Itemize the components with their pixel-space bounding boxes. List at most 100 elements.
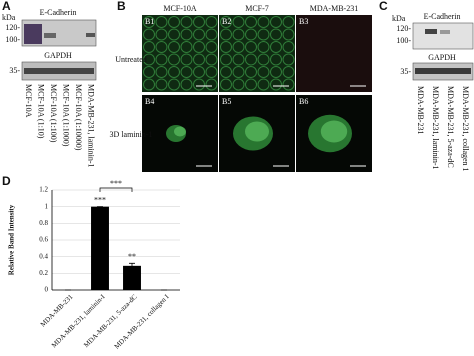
cell bbox=[270, 66, 282, 78]
blot-label: GAPDH bbox=[44, 51, 72, 60]
x-tick-label: MDA-MB-231, 5-aza-dC bbox=[82, 293, 138, 349]
spheroid bbox=[245, 121, 269, 142]
cell bbox=[155, 78, 168, 91]
spheroid bbox=[320, 120, 348, 143]
unit: kDa bbox=[392, 14, 406, 23]
y-tick-label: 0 bbox=[45, 286, 49, 294]
panel-label: A bbox=[2, 0, 11, 13]
blot-label: GAPDH bbox=[428, 53, 456, 62]
cell bbox=[270, 53, 282, 66]
cell bbox=[168, 78, 180, 91]
cell bbox=[193, 28, 205, 41]
image-label: B5 bbox=[222, 97, 231, 106]
cell bbox=[282, 53, 295, 66]
cell bbox=[180, 28, 193, 41]
cell bbox=[245, 66, 257, 78]
cell bbox=[245, 78, 257, 91]
marker: 120- bbox=[396, 24, 411, 33]
cell bbox=[245, 53, 257, 66]
blot bbox=[412, 22, 474, 50]
cell bbox=[270, 16, 282, 28]
band bbox=[425, 29, 437, 34]
marker: 35- bbox=[400, 67, 411, 76]
cell bbox=[257, 78, 270, 91]
cell bbox=[193, 16, 205, 28]
column-label: MDA-MB-231 bbox=[310, 4, 358, 13]
significance: ** bbox=[128, 252, 136, 261]
cell bbox=[205, 53, 218, 66]
cell bbox=[257, 28, 270, 41]
band bbox=[24, 68, 94, 74]
cell bbox=[155, 16, 168, 28]
lane-label: MDA-MB-231, collagen 1 bbox=[461, 86, 470, 172]
lane-label: MCF-10A (1:10) bbox=[37, 84, 46, 139]
cell bbox=[205, 28, 218, 41]
cell bbox=[143, 53, 155, 66]
lane-label: MCF-10A bbox=[24, 84, 33, 118]
cell bbox=[143, 41, 155, 53]
cell bbox=[232, 16, 245, 28]
cell bbox=[155, 53, 168, 66]
micrograph bbox=[219, 15, 295, 92]
micrograph bbox=[296, 15, 372, 92]
cell bbox=[282, 66, 295, 78]
cell bbox=[193, 78, 205, 91]
lane-label: MDA-MB-231, 5-aza-dC bbox=[446, 86, 455, 168]
cell bbox=[245, 16, 257, 28]
cell bbox=[180, 66, 193, 78]
cell bbox=[270, 28, 282, 41]
y-tick-label: 0.2 bbox=[39, 269, 48, 277]
bracket-label: *** bbox=[110, 179, 122, 188]
lane-label: MDA-MB-231, laminin-1 bbox=[87, 84, 96, 168]
y-tick-label: 1 bbox=[45, 202, 49, 210]
marker: 100- bbox=[5, 35, 20, 44]
y-tick-label: 0.6 bbox=[39, 236, 48, 244]
cell bbox=[168, 66, 180, 78]
cell bbox=[180, 78, 193, 91]
cell bbox=[168, 53, 180, 66]
cell bbox=[143, 16, 155, 28]
image-label: B1 bbox=[145, 17, 154, 26]
cell bbox=[193, 53, 205, 66]
x-tick-label: MDA-MB-231, laminin-I bbox=[50, 292, 107, 349]
spheroid bbox=[174, 126, 186, 137]
cell bbox=[193, 41, 205, 53]
error-bar bbox=[129, 262, 135, 269]
y-tick-label: 1.2 bbox=[39, 186, 48, 194]
cell bbox=[155, 41, 168, 53]
cell bbox=[143, 66, 155, 78]
y-axis-title: Relative Band Intensity bbox=[8, 204, 16, 275]
row-label: Untreated bbox=[115, 55, 147, 64]
cell bbox=[257, 53, 270, 66]
cell bbox=[155, 66, 168, 78]
cell bbox=[180, 41, 193, 53]
cell bbox=[245, 41, 257, 53]
lane-label: MCF-10A (1:1000) bbox=[62, 84, 71, 147]
band bbox=[415, 68, 471, 74]
column-label: MCF-10A bbox=[163, 4, 197, 13]
cell bbox=[232, 66, 245, 78]
cell bbox=[168, 16, 180, 28]
cell bbox=[205, 41, 218, 53]
blot-label: E-Cadherin bbox=[40, 8, 77, 17]
cell bbox=[270, 41, 282, 53]
significance: *** bbox=[94, 195, 106, 204]
cell bbox=[205, 66, 218, 78]
image-label: B4 bbox=[145, 97, 154, 106]
cell bbox=[245, 28, 257, 41]
panel-label: C bbox=[379, 0, 388, 13]
y-tick-label: 0.4 bbox=[39, 252, 48, 260]
cell bbox=[232, 28, 245, 41]
y-tick-label: 0.8 bbox=[39, 219, 48, 227]
image-label: B3 bbox=[299, 17, 308, 26]
cell bbox=[232, 41, 245, 53]
band bbox=[86, 33, 95, 37]
cell bbox=[232, 78, 245, 91]
cell bbox=[193, 66, 205, 78]
cell bbox=[168, 41, 180, 53]
unit: kDa bbox=[2, 13, 16, 22]
cell bbox=[155, 28, 168, 41]
cell bbox=[257, 66, 270, 78]
cell bbox=[220, 66, 232, 78]
